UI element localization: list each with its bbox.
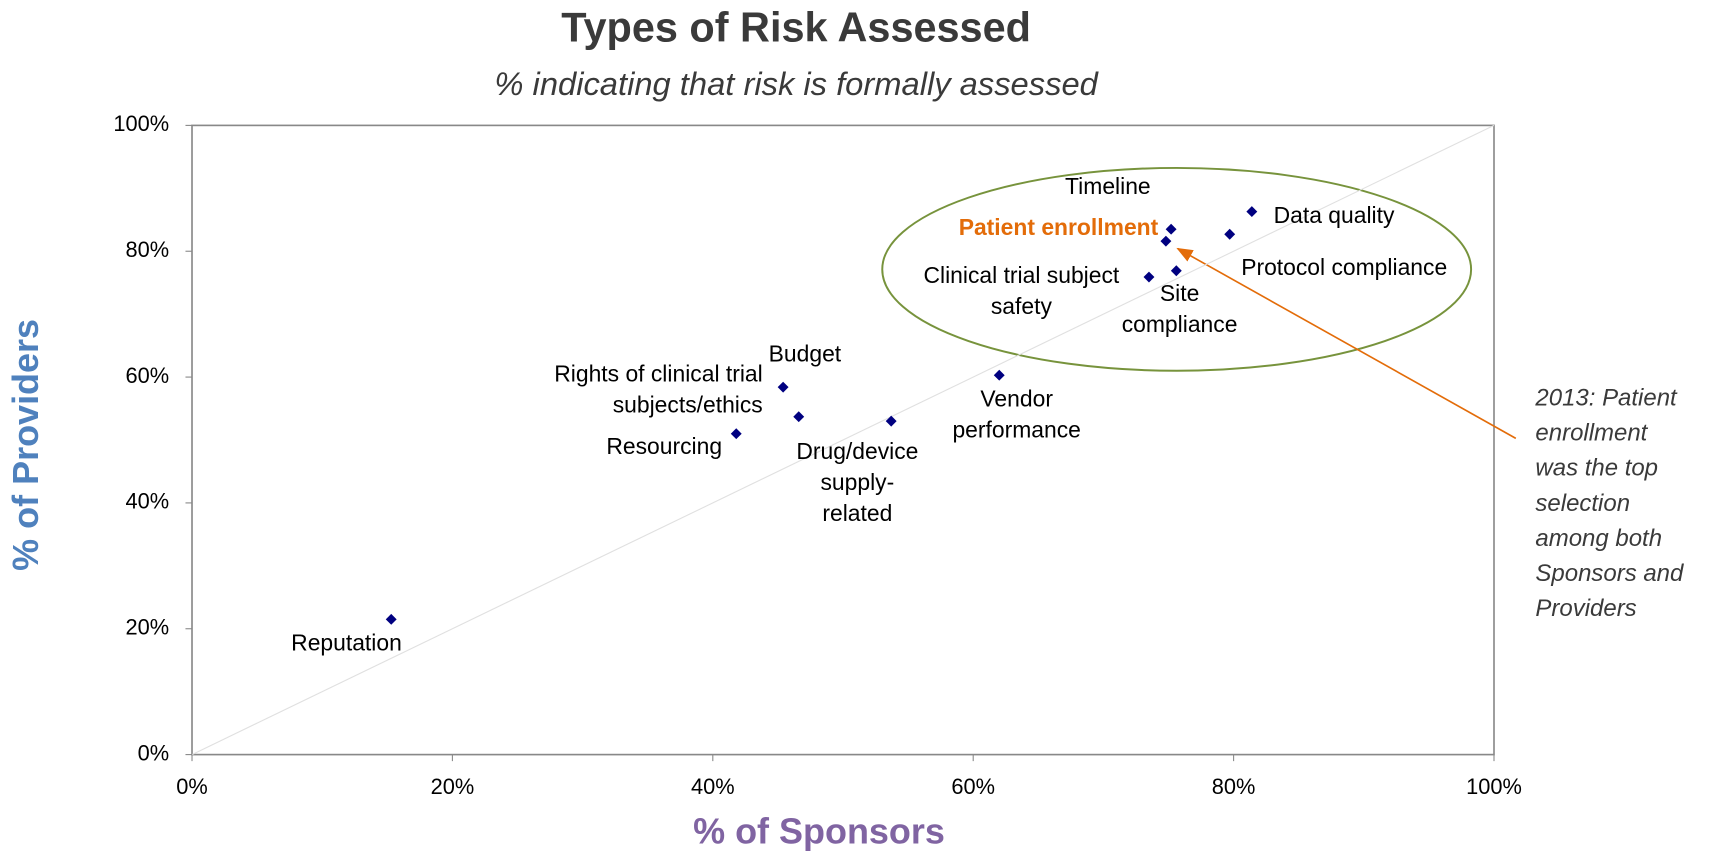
y-tick-label: 80% [125, 237, 169, 262]
point-label: Drug/device [796, 438, 918, 464]
point-label: Patient enrollment [959, 214, 1159, 240]
data-point [885, 415, 897, 427]
plot-area [191, 124, 1495, 756]
point-label: compliance [1122, 311, 1238, 337]
y-tick-label: 0% [138, 740, 170, 765]
point-label: subjects/ethics [613, 391, 763, 417]
point-label: Site [1160, 280, 1199, 306]
x-tick-label: 20% [431, 774, 475, 799]
annotation: among both [1535, 525, 1662, 552]
point-label: Vendor [980, 385, 1053, 411]
point-label: Data quality [1274, 202, 1395, 228]
data-point [730, 428, 742, 440]
point-label: Reputation [291, 629, 402, 655]
point-label: Protocol compliance [1241, 254, 1447, 280]
point-label: Timeline [1065, 173, 1151, 199]
y-tick-label: 20% [125, 615, 169, 640]
x-tick-label: 40% [691, 774, 735, 799]
annotation: selection [1535, 490, 1630, 517]
x-tick-label: 80% [1212, 774, 1256, 799]
annotation: Providers [1535, 595, 1636, 622]
point-label: related [822, 500, 892, 526]
point-label: performance [952, 416, 1080, 442]
x-tick-label: 0% [176, 774, 208, 799]
data-point [993, 369, 1005, 381]
reference-line [191, 124, 1495, 756]
annotation: enrollment [1535, 420, 1648, 447]
data-point [1224, 228, 1236, 240]
annotation: Sponsors and [1535, 560, 1684, 587]
y-tick-label: 60% [125, 363, 169, 388]
point-label: Rights of clinical trial [554, 360, 763, 386]
point-label: Budget [769, 341, 842, 367]
data-point [793, 411, 805, 423]
data-point [385, 613, 397, 625]
y-tick-label: 100% [113, 111, 169, 136]
chart-subtitle: % indicating that risk is formally asses… [494, 65, 1099, 102]
point-label: Resourcing [606, 433, 722, 459]
annotation-arrow [1176, 247, 1517, 440]
y-axis-title: % of Providers [5, 319, 46, 571]
data-point [1160, 235, 1172, 247]
chart-title: Types of Risk Assessed [561, 3, 1031, 50]
y-tick-label: 40% [125, 489, 169, 514]
x-tick-label: 60% [951, 774, 995, 799]
x-tick-label: 100% [1466, 774, 1522, 799]
data-point [1143, 271, 1155, 283]
data-point [1246, 206, 1258, 218]
annotation: 2013: Patient [1534, 384, 1678, 411]
highlight-ellipse [881, 166, 1473, 372]
annotation: was the top [1535, 455, 1658, 482]
point-label: supply- [821, 469, 895, 495]
x-axis-title: % of Sponsors [693, 811, 945, 852]
data-point [1170, 265, 1182, 277]
point-label: safety [991, 293, 1053, 319]
data-point [777, 381, 789, 393]
data-point [1165, 223, 1177, 235]
point-label: Clinical trial subject [924, 262, 1120, 288]
